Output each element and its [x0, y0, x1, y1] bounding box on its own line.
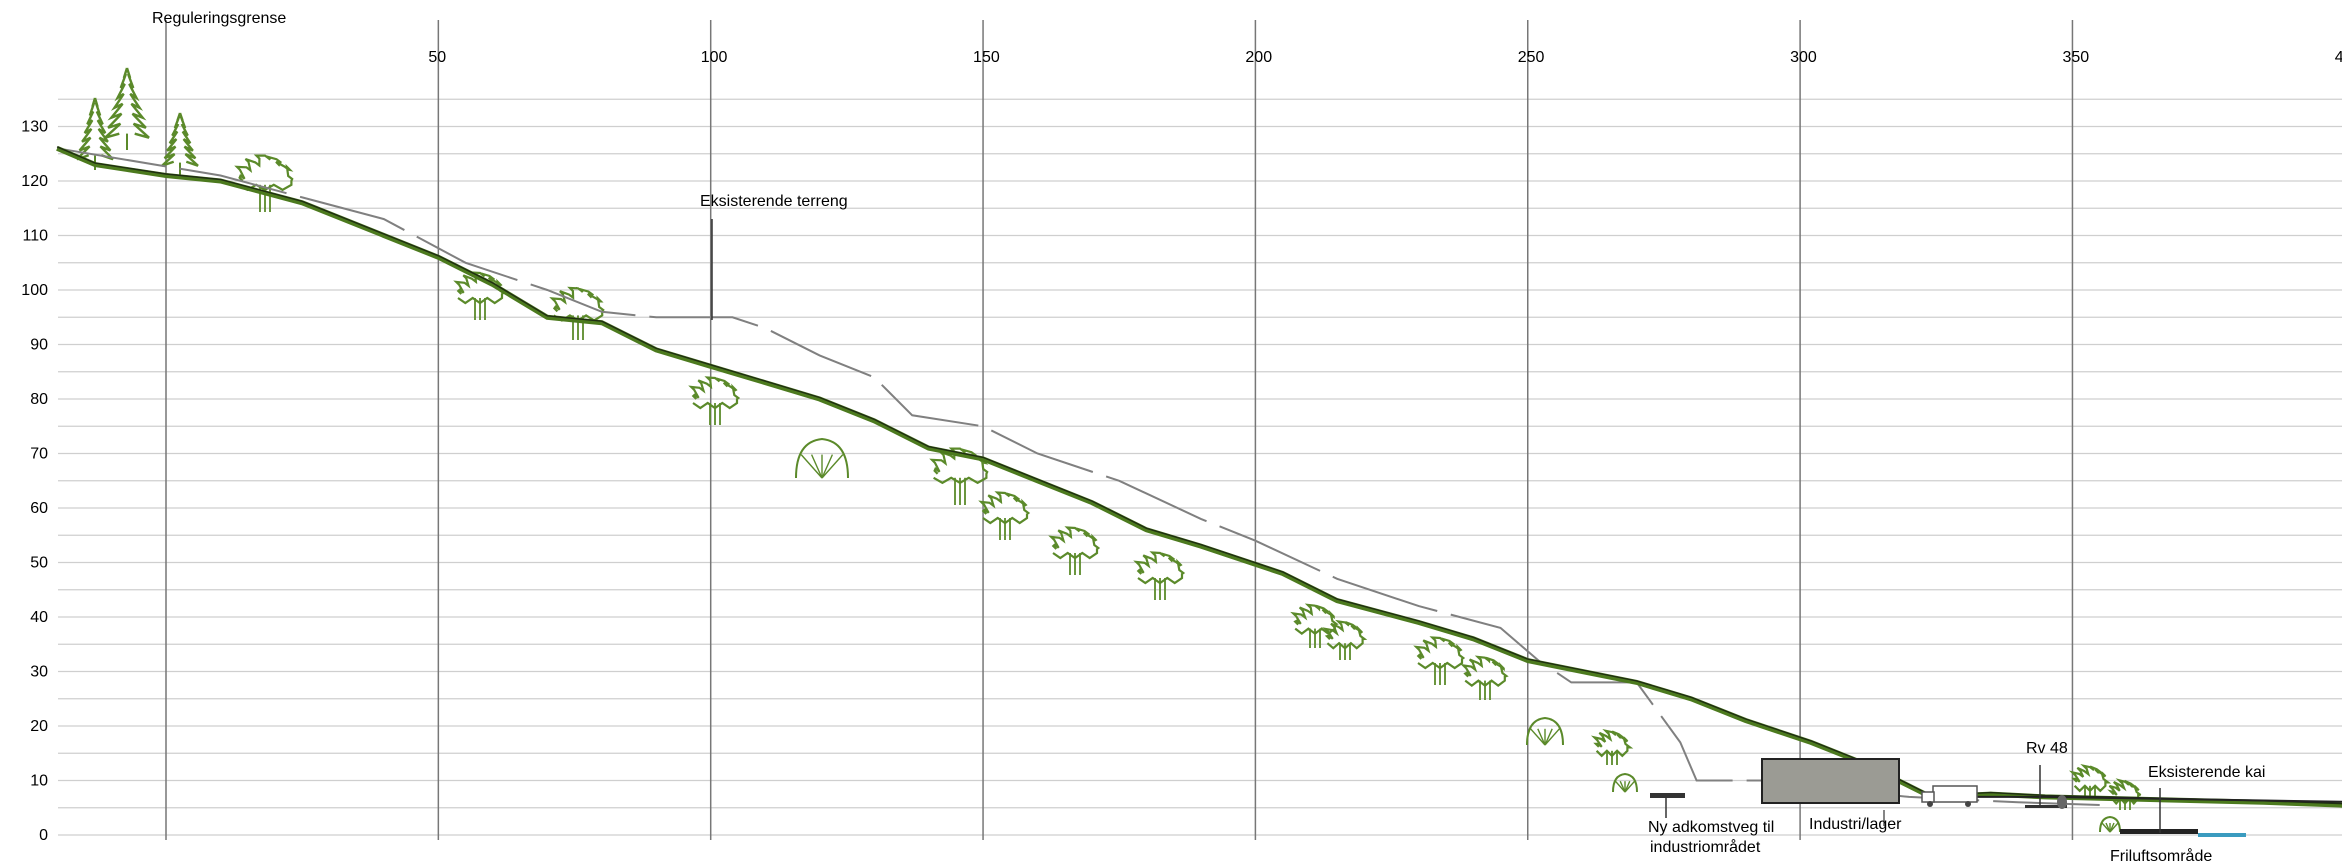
label-new-road-1: Ny adkomstveg til — [1648, 819, 1774, 836]
x-tick-label: 100 — [701, 49, 728, 66]
deciduous-tree — [1590, 728, 1634, 758]
road-marker — [2057, 795, 2067, 809]
truck-cab — [1921, 791, 1935, 803]
deciduous-tree — [2068, 763, 2112, 793]
deciduous-tree — [688, 376, 741, 410]
label-leaders — [711, 219, 2161, 833]
deciduous-tree — [549, 286, 605, 322]
bush-branch — [810, 454, 823, 479]
bush-branch — [2109, 822, 2119, 833]
bush-branch — [1544, 728, 1560, 746]
label-industry: Industri/lager — [1809, 816, 1902, 833]
existing-terrain-line — [56, 147, 2100, 806]
bush-branch — [1530, 728, 1546, 746]
label-rv48: Rv 48 — [2026, 740, 2068, 757]
rv48-road — [2025, 805, 2067, 808]
x-tick-label: 350 — [2062, 49, 2089, 66]
deciduous-tree — [234, 154, 294, 192]
conifer-tree — [104, 67, 150, 139]
x-tick-label: 400 — [2335, 49, 2342, 66]
bush — [1612, 772, 1638, 793]
y-tick-label: 10 — [30, 773, 48, 790]
label-regulation: Reguleringsgrense — [152, 10, 286, 27]
proposed-terrain-line — [56, 146, 2342, 808]
y-tick-label: 70 — [30, 446, 48, 463]
industry-building — [1761, 758, 1900, 804]
truck-trailer — [1932, 785, 1978, 803]
y-tick-label: 130 — [21, 119, 48, 136]
truck-wheel — [1965, 801, 1971, 807]
y-tick-label: 110 — [22, 228, 48, 245]
site-features — [1650, 758, 2246, 837]
axis-ticks: 50 100 150 200 250 300 350 400 0 10 20 30 40 50 60 70 80… — [21, 49, 2342, 844]
deciduous-tree — [1413, 636, 1466, 670]
conifer-tree — [76, 97, 114, 161]
y-tick-label: 120 — [21, 173, 48, 190]
bush-branch — [1537, 728, 1546, 746]
x-tick-label: 250 — [1518, 49, 1545, 66]
y-tick-label: 50 — [30, 555, 48, 572]
water-surface — [2198, 833, 2246, 837]
bush — [795, 437, 849, 479]
deciduous-tree — [453, 271, 506, 305]
x-tick-label: 150 — [973, 49, 1000, 66]
y-tick-label: 90 — [30, 337, 48, 354]
deciduous-tree — [1048, 526, 1101, 560]
new-road-surface — [1650, 793, 1685, 798]
grid-lines — [58, 20, 2342, 840]
y-tick-label: 40 — [30, 609, 48, 626]
label-existing-terrain: Eksisterende terreng — [700, 193, 848, 210]
y-tick-label: 80 — [30, 391, 48, 408]
deciduous-tree — [978, 491, 1031, 525]
y-tick-label: 0 — [39, 827, 48, 844]
x-tick-label: 200 — [1245, 49, 1272, 66]
road-line — [1925, 795, 2342, 803]
bush-branch — [821, 454, 844, 479]
bush-branch — [821, 454, 834, 479]
label-recreation: Friluftsområde — [2110, 847, 2212, 865]
deciduous-tree — [1460, 655, 1509, 687]
conifer-tree — [161, 112, 199, 167]
x-tick-label: 50 — [428, 49, 446, 66]
y-tick-label: 100 — [21, 282, 48, 299]
bush — [2099, 815, 2121, 833]
y-tick-label: 20 — [30, 718, 48, 735]
y-tick-label: 60 — [30, 500, 48, 517]
x-tick-label: 300 — [1790, 49, 1817, 66]
existing-quay — [2120, 829, 2198, 834]
proposed-terrain-edge — [56, 146, 2342, 805]
bush-branch — [1614, 780, 1626, 793]
label-new-road-2: industriområdet — [1650, 838, 1761, 856]
deciduous-tree — [1133, 551, 1186, 585]
vegetation-layer — [76, 67, 2142, 833]
bush-branch — [1624, 780, 1636, 793]
y-tick-label: 30 — [30, 664, 48, 681]
bush-branch — [1619, 780, 1626, 793]
deciduous-tree — [929, 447, 989, 485]
deciduous-tree — [1322, 619, 1368, 650]
bush-branch — [800, 454, 823, 479]
truck-wheel — [1927, 801, 1933, 807]
label-quay: Eksisterende kai — [2148, 764, 2265, 781]
deciduous-tree — [1290, 603, 1339, 635]
bush — [1526, 716, 1564, 746]
terrain-lines — [56, 146, 2342, 808]
bush-branch — [1544, 728, 1553, 746]
